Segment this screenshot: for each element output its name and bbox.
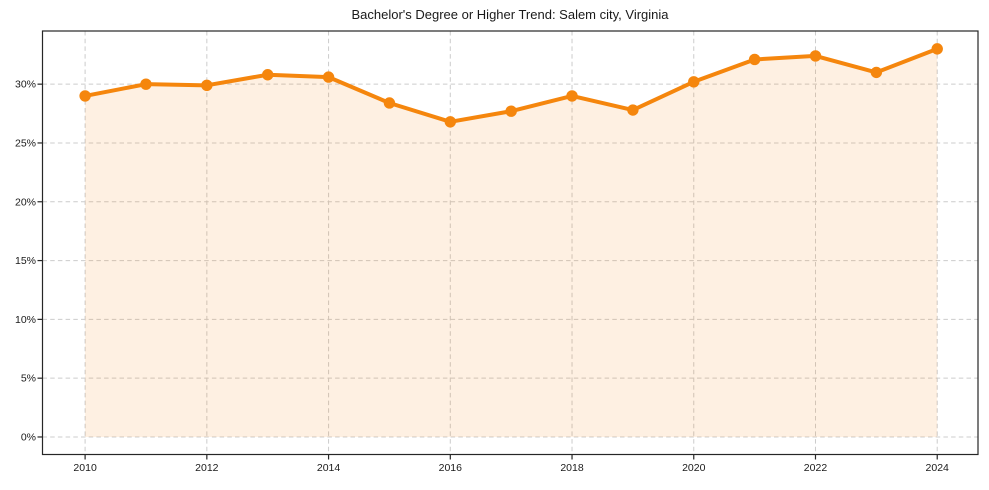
x-axis-tick-label: 2018 — [560, 462, 584, 474]
data-point-2021 — [748, 53, 761, 66]
data-point-2020 — [688, 76, 700, 88]
x-axis-tick-label: 2022 — [804, 462, 828, 474]
data-point-2015 — [383, 97, 396, 109]
x-axis-tick-label: 2014 — [317, 462, 341, 474]
y-axis-tick-label: 5% — [21, 373, 36, 385]
x-axis-tick-label: 2016 — [439, 462, 463, 474]
x-axis-tick-label: 2012 — [195, 462, 219, 474]
data-point-2014 — [322, 71, 335, 83]
data-point-2012 — [201, 79, 213, 92]
y-axis-tick-label: 20% — [15, 196, 36, 208]
data-point-2022 — [809, 50, 822, 62]
plot-border — [41, 30, 979, 456]
data-point-2016 — [444, 116, 456, 128]
data-point-2010 — [79, 90, 91, 102]
y-axis-tick-label: 0% — [21, 431, 36, 443]
data-point-2023 — [870, 66, 883, 79]
y-axis-tick-label: 15% — [15, 255, 36, 267]
data-point-2018 — [566, 90, 578, 102]
chart-title: Bachelor's Degree or Higher Trend: Salem… — [351, 7, 669, 22]
x-axis-tick-label: 2010 — [73, 462, 97, 474]
area-fill — [85, 48, 938, 437]
x-axis-tick-label: 2024 — [926, 462, 950, 474]
data-point-2013 — [262, 69, 274, 81]
y-axis-tick-label: 25% — [15, 137, 36, 149]
y-axis-tick-label: 10% — [15, 314, 36, 326]
data-point-2024 — [931, 43, 943, 55]
data-point-2017 — [505, 105, 517, 117]
data-point-2019 — [627, 104, 639, 116]
x-axis-tick-label: 2020 — [682, 462, 706, 474]
y-axis-tick-label: 30% — [15, 79, 36, 91]
data-point-2011 — [140, 78, 152, 90]
